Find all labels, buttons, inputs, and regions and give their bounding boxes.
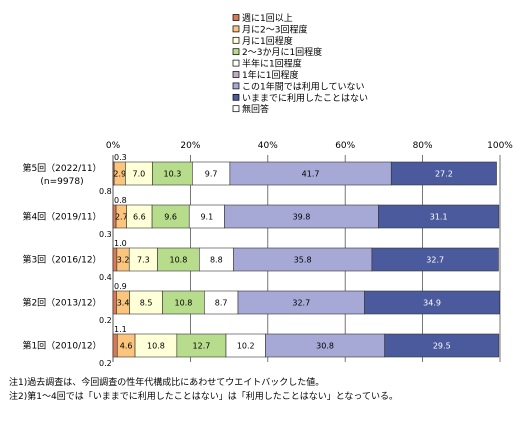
- legend-swatch-5: [232, 71, 240, 78]
- category-label-1: 第4回（2019/11）: [22, 211, 101, 223]
- bar-label-4-2: 10.8: [147, 342, 165, 351]
- bar-label-4-4: 10.2: [237, 342, 255, 351]
- note-1: 注1)過去調査は、今回調査の性年代構成比にあわせてウエイトバックした値。: [9, 378, 325, 388]
- bar-label-2-6: 35.8: [294, 256, 312, 265]
- legend-label-6: この1年間では利用していない: [242, 80, 364, 92]
- legend-label-2: 月に1回程度: [242, 35, 293, 47]
- outside-label-above-3: 0.9: [114, 282, 127, 291]
- bar-label-3-4: 8.7: [215, 299, 228, 308]
- x-tick-label-3: 60%: [335, 141, 355, 151]
- category-label-3: 第2回（2013/12）: [22, 297, 101, 309]
- legend-label-7: いままでに利用したことはない: [242, 92, 368, 104]
- outside-label-below-4: 0.2: [99, 359, 112, 368]
- legend-swatch-8: [232, 105, 240, 113]
- x-tick-label-5: 100%: [487, 141, 513, 151]
- legend-label-1: 月に2～3回程度: [242, 23, 307, 35]
- bar-label-3-6: 32.7: [292, 299, 310, 308]
- bar-label-2-3: 10.8: [169, 256, 187, 265]
- legend-swatch-0: [232, 14, 240, 21]
- bar-label-3-7: 34.9: [423, 299, 441, 308]
- category-sublabel-0: (n=9978): [40, 177, 83, 187]
- bar-label-0-7: 27.2: [435, 170, 453, 179]
- x-tick-label-1: 20%: [180, 141, 200, 151]
- legend-label-8: 無回答: [242, 103, 269, 115]
- x-tick-label-4: 80%: [413, 141, 433, 151]
- bar-label-4-1: 4.6: [120, 342, 133, 351]
- bar-segment-3-7: [364, 290, 500, 315]
- bar-label-4-7: 29.5: [433, 342, 451, 351]
- bar-label-2-1: 3.2: [117, 256, 130, 265]
- outside-label-below-2: 0.4: [99, 273, 112, 282]
- bar-label-1-1: 2.7: [115, 213, 128, 222]
- outside-label-below-1: 0.3: [99, 230, 112, 239]
- category-label-2: 第3回（2016/12）: [22, 254, 101, 266]
- legend-swatch-1: [232, 25, 240, 33]
- outside-label-above-0: 0.3: [114, 153, 127, 162]
- bar-label-1-2: 6.6: [133, 213, 146, 222]
- note-2: 注2)第1～4回では「いままでに利用したことはない」は「利用したことはない」とな…: [9, 392, 398, 402]
- bar-label-2-4: 8.8: [210, 256, 223, 265]
- bar-segment-4-0: [112, 333, 118, 358]
- bar-label-1-7: 31.1: [430, 213, 448, 222]
- bar-label-0-1: 2.9: [113, 170, 126, 179]
- legend-label-5: 1年に1回程度: [242, 69, 298, 81]
- bar-segment-1-7: [378, 204, 500, 229]
- x-tick-label-0: 0%: [106, 141, 121, 151]
- bar-label-0-2: 7.0: [133, 170, 146, 179]
- bar-segment-2-7: [371, 247, 499, 272]
- bar-label-4-6: 30.8: [316, 342, 334, 351]
- outside-label-below-0: 0.8: [99, 187, 112, 196]
- bar-segment-0-7: [390, 161, 497, 186]
- legend-swatch-7: [232, 93, 240, 101]
- bar-label-0-3: 10.3: [163, 170, 181, 179]
- bar-label-4-3: 12.7: [193, 342, 211, 351]
- x-tick-label-2: 40%: [258, 141, 278, 151]
- bar-label-3-1: 3.4: [117, 299, 130, 308]
- bar-label-0-4: 9.7: [205, 170, 218, 179]
- outside-label-above-1: 0.8: [114, 196, 127, 205]
- bar-label-1-6: 39.8: [293, 213, 311, 222]
- legend-swatch-4: [232, 59, 240, 67]
- bar-label-2-7: 32.7: [426, 256, 444, 265]
- bar-segment-4-7: [384, 333, 500, 358]
- category-label-4: 第1回（2010/12）: [22, 340, 101, 352]
- notes: 注1)過去調査は、今回調査の性年代構成比にあわせてウエイトバックした値。 注2)…: [9, 376, 398, 404]
- category-label-0: 第5回（2022/11）: [22, 162, 101, 174]
- legend-swatch-2: [232, 36, 240, 44]
- outside-label-above-4: 1.1: [114, 325, 127, 334]
- legend-swatch-3: [232, 48, 240, 56]
- bar-label-3-2: 8.5: [140, 299, 153, 308]
- outside-label-above-2: 1.0: [114, 239, 127, 248]
- legend-label-4: 半年に1回程度: [242, 58, 302, 70]
- bar-label-1-4: 9.1: [200, 213, 213, 222]
- legend-swatch-6: [232, 82, 240, 90]
- bar-label-1-3: 9.6: [164, 213, 177, 222]
- legend-label-3: 2～3か月に1回程度: [242, 46, 322, 58]
- bar-label-3-3: 10.8: [175, 299, 193, 308]
- outside-label-below-3: 0.2: [99, 316, 112, 325]
- bar-label-2-2: 7.3: [137, 256, 150, 265]
- legend-label-0: 週に1回以上: [242, 13, 293, 24]
- bar-label-0-6: 41.7: [302, 170, 320, 179]
